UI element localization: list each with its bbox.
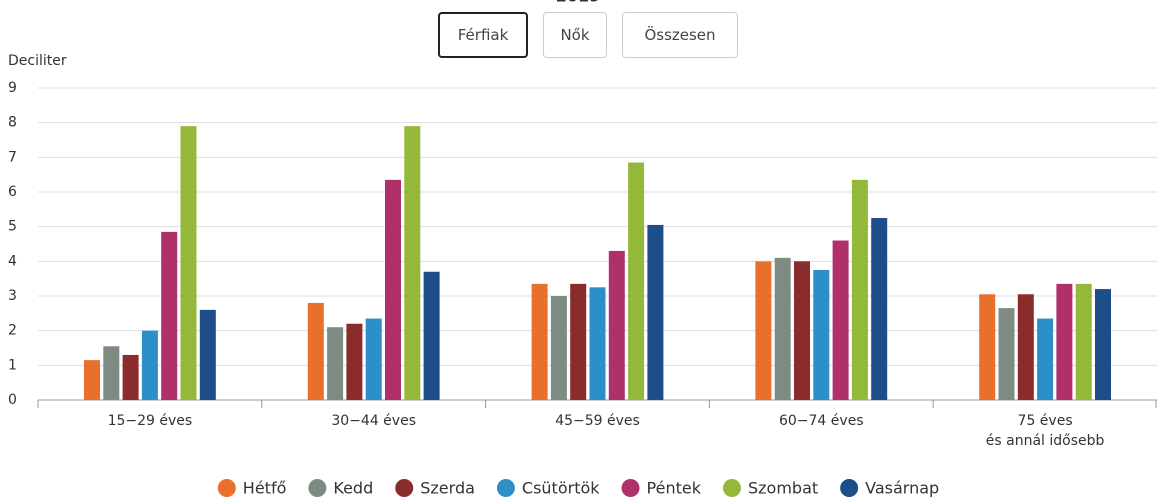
bar (550, 296, 567, 400)
legend-item: Vasárnap (840, 479, 939, 498)
bar (84, 360, 100, 400)
legend-label: Csütörtök (522, 479, 600, 498)
bar (404, 126, 421, 400)
bar (813, 270, 830, 400)
bar (1095, 289, 1111, 400)
x-tick-label: 60−74 éves (779, 413, 864, 429)
bar (385, 179, 401, 400)
bar (628, 162, 645, 400)
x-tick-label: 15−29 éves (108, 413, 193, 429)
y-tick-label: 2 (8, 323, 17, 339)
bar (589, 287, 606, 400)
bar (531, 283, 548, 400)
bar (851, 179, 868, 400)
y-tick-label: 5 (8, 219, 17, 235)
bar (199, 309, 216, 400)
bar (608, 250, 625, 400)
bar (998, 308, 1015, 400)
legend-item: Csütörtök (496, 479, 600, 498)
y-tick-label: 7 (8, 149, 17, 165)
y-tick-label: 0 (8, 392, 17, 408)
y-tick-label: 6 (8, 184, 17, 200)
bar (1056, 283, 1073, 400)
legend-label: Szombat (748, 479, 818, 498)
bar (307, 302, 324, 400)
legend-marker (395, 479, 414, 497)
legend-item: Hétfő (217, 479, 287, 498)
legend-marker (722, 479, 741, 497)
bar (871, 218, 888, 400)
legend-marker (496, 479, 515, 497)
bar (647, 224, 664, 400)
bar (365, 318, 382, 400)
bar (1037, 318, 1054, 400)
y-tick-label: 4 (8, 253, 17, 269)
bar (161, 231, 178, 400)
y-tick-label: 9 (8, 80, 17, 96)
bar (979, 294, 996, 400)
button[interactable]: Férfiak (438, 12, 528, 58)
y-tick-label: 8 (8, 115, 17, 131)
legend-item: Szerda (395, 479, 475, 498)
y-tick-label: 3 (8, 288, 17, 304)
legend-label: Kedd (333, 479, 373, 498)
bar (774, 257, 791, 400)
bar (570, 283, 587, 400)
bar (1075, 283, 1092, 400)
x-tick-label: 30−44 éves (331, 413, 416, 429)
button[interactable]: Nők (543, 12, 607, 58)
legend-label: Vasárnap (865, 479, 939, 498)
legend-marker (217, 479, 236, 497)
chart-title: 2019 (556, 0, 601, 6)
bar (180, 126, 197, 400)
bar (327, 327, 344, 400)
legend-label: Péntek (647, 479, 702, 498)
legend-label: Hétfő (243, 479, 287, 498)
bar (103, 346, 120, 400)
bar (141, 330, 158, 400)
y-axis-label: Deciliter (8, 53, 67, 69)
button[interactable]: Összesen (622, 12, 738, 58)
legend-label: Szerda (420, 479, 475, 498)
bar (122, 354, 139, 400)
x-tick-label: 45−59 éves (555, 413, 640, 429)
legend-marker (840, 479, 859, 497)
legend-marker (308, 479, 327, 497)
bar (346, 323, 363, 400)
y-tick-label: 1 (8, 357, 17, 373)
x-tick-label: 75 éves és annál idősebb (986, 413, 1105, 449)
legend-marker (621, 479, 640, 497)
bar (1017, 294, 1034, 400)
legend-item: Szombat (722, 479, 818, 498)
bar (423, 271, 440, 400)
legend-item: Péntek (621, 479, 702, 498)
bar (832, 240, 849, 400)
bar (755, 261, 772, 400)
legend-item: Kedd (308, 479, 373, 498)
bar (794, 261, 810, 400)
